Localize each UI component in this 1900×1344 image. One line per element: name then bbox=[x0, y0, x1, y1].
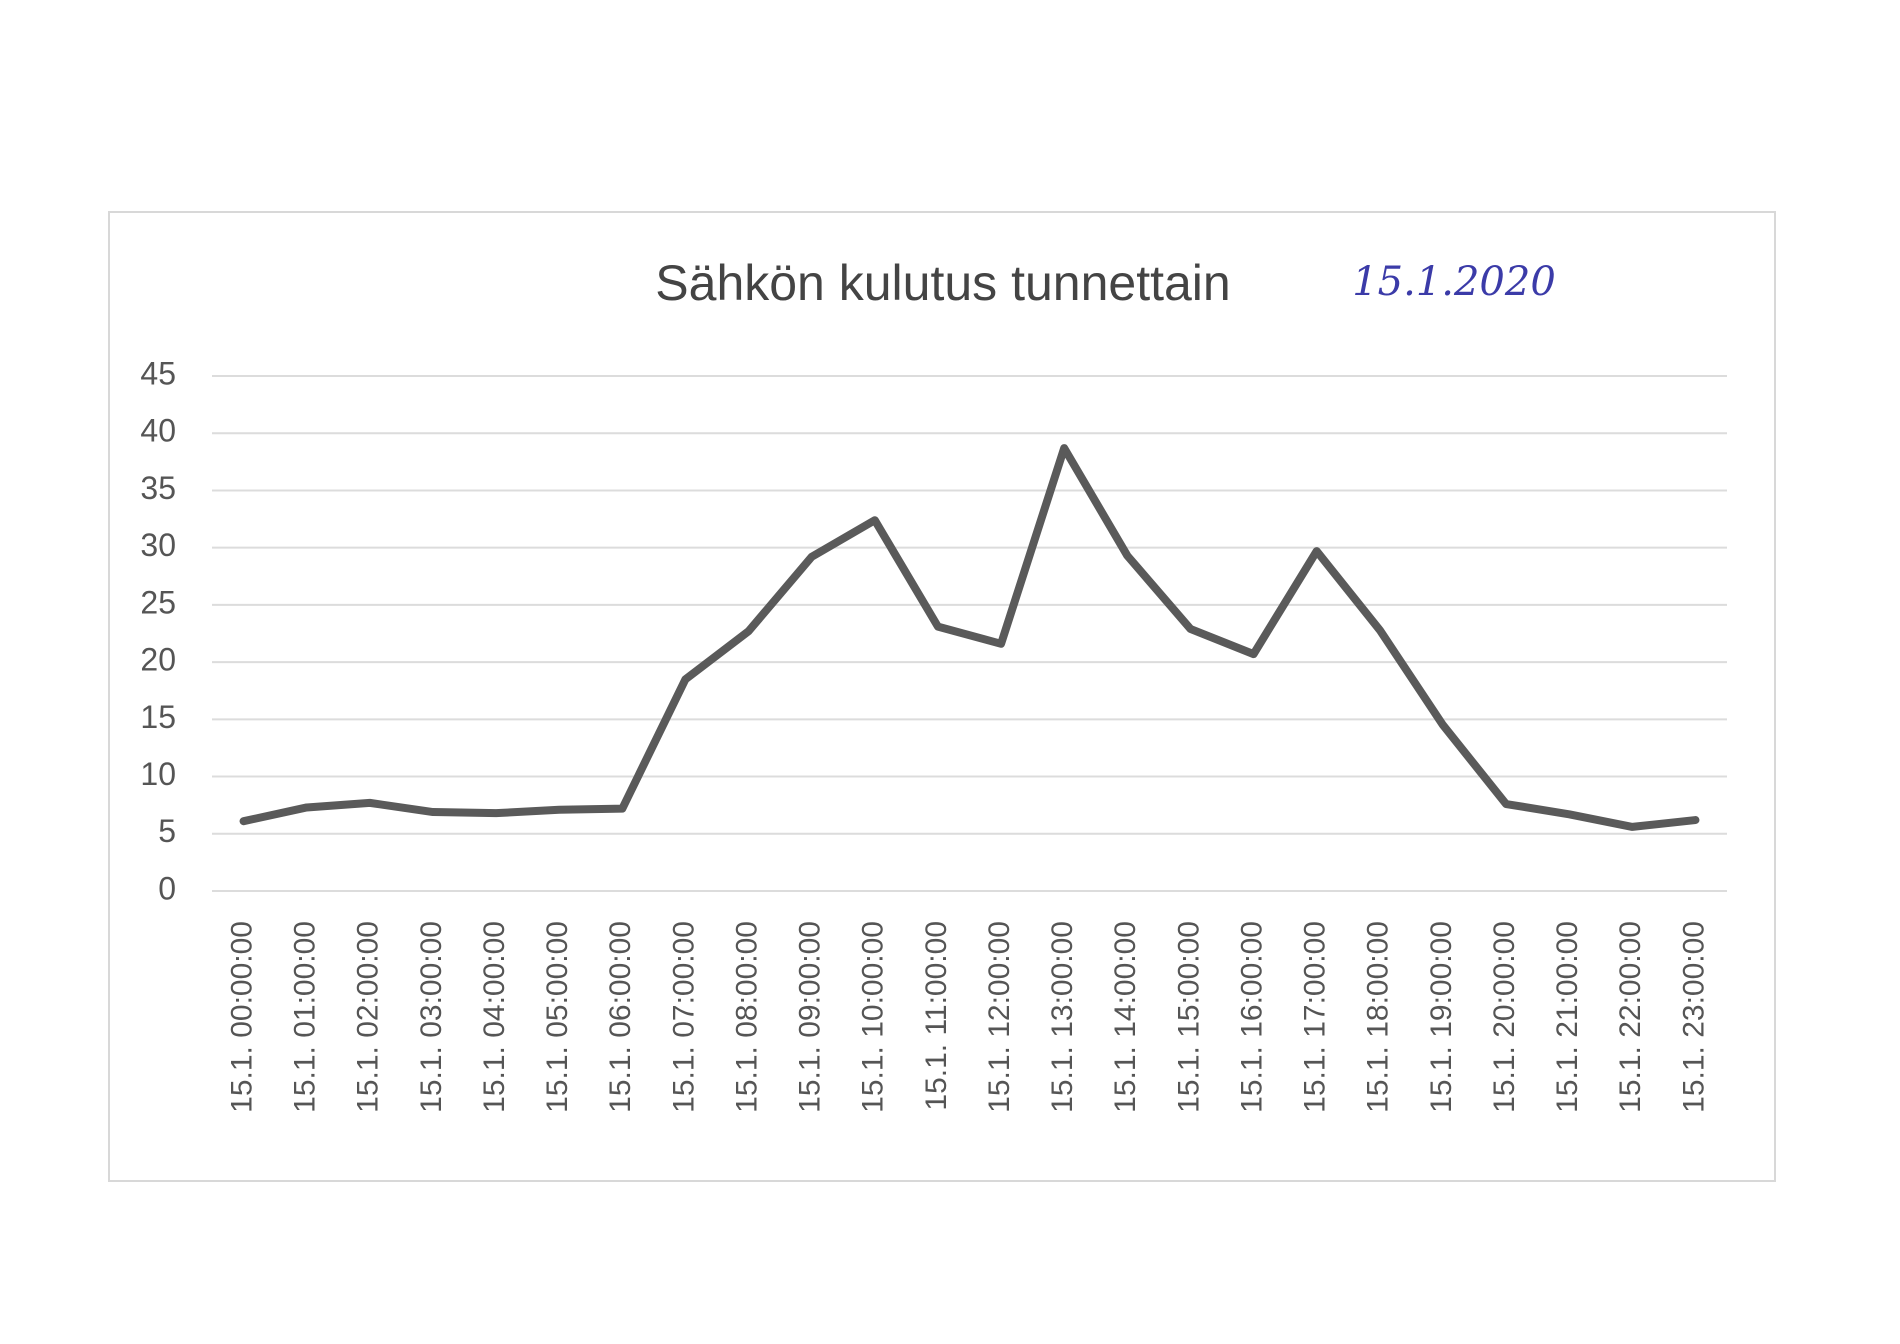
x-tick-label: 15.1. 22:00:00 bbox=[1614, 921, 1647, 1113]
y-tick-label: 25 bbox=[140, 584, 176, 620]
x-tick-label: 15.1. 05:00:00 bbox=[541, 921, 574, 1113]
y-tick-label: 20 bbox=[140, 642, 176, 678]
x-tick-label: 15.1. 06:00:00 bbox=[604, 921, 637, 1113]
chart-title: Sähkön kulutus tunnettain bbox=[655, 255, 1230, 311]
x-tick-label: 15.1. 13:00:00 bbox=[1046, 921, 1079, 1113]
x-tick-label: 15.1. 15:00:00 bbox=[1172, 921, 1205, 1113]
y-tick-label: 10 bbox=[140, 756, 176, 792]
x-tick-label: 15.1. 01:00:00 bbox=[289, 921, 322, 1113]
y-tick-label: 30 bbox=[140, 527, 176, 563]
x-tick-label: 15.1. 10:00:00 bbox=[857, 921, 890, 1113]
x-tick-label: 15.1. 00:00:00 bbox=[225, 921, 258, 1113]
x-tick-label: 15.1. 16:00:00 bbox=[1235, 921, 1268, 1113]
y-tick-label: 15 bbox=[140, 699, 176, 735]
x-tick-label: 15.1. 04:00:00 bbox=[478, 921, 511, 1113]
x-tick-label: 15.1. 20:00:00 bbox=[1488, 921, 1521, 1113]
x-tick-label: 15.1. 03:00:00 bbox=[415, 921, 448, 1113]
x-tick-label: 15.1. 11:00:00 bbox=[920, 921, 953, 1111]
x-tick-label: 15.1. 02:00:00 bbox=[352, 921, 385, 1113]
x-tick-label: 15.1. 12:00:00 bbox=[983, 921, 1016, 1113]
y-tick-label: 45 bbox=[140, 355, 176, 391]
y-tick-label: 40 bbox=[140, 413, 176, 449]
x-tick-label: 15.1. 07:00:00 bbox=[667, 921, 700, 1113]
x-tick-label: 15.1. 19:00:00 bbox=[1425, 921, 1458, 1113]
y-tick-label: 35 bbox=[140, 470, 176, 506]
chart-frame bbox=[108, 211, 1776, 1182]
x-tick-label: 15.1. 09:00:00 bbox=[794, 921, 827, 1113]
x-tick-label: 15.1. 14:00:00 bbox=[1109, 921, 1142, 1113]
annotation: 15.1.2020 bbox=[1352, 259, 1556, 305]
x-tick-label: 15.1. 23:00:00 bbox=[1677, 921, 1710, 1113]
x-tick-label: 15.1. 21:00:00 bbox=[1551, 921, 1584, 1113]
x-tick-label: 15.1. 08:00:00 bbox=[730, 921, 763, 1113]
data-line bbox=[239, 444, 1700, 831]
y-tick-label: 5 bbox=[158, 813, 176, 849]
y-tick-label: 0 bbox=[158, 870, 176, 906]
x-tick-label: 15.1. 18:00:00 bbox=[1362, 921, 1395, 1113]
x-tick-label: 15.1. 17:00:00 bbox=[1299, 921, 1332, 1113]
